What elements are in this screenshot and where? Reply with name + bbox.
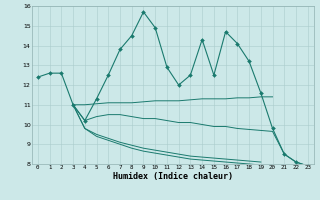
X-axis label: Humidex (Indice chaleur): Humidex (Indice chaleur) [113, 172, 233, 181]
